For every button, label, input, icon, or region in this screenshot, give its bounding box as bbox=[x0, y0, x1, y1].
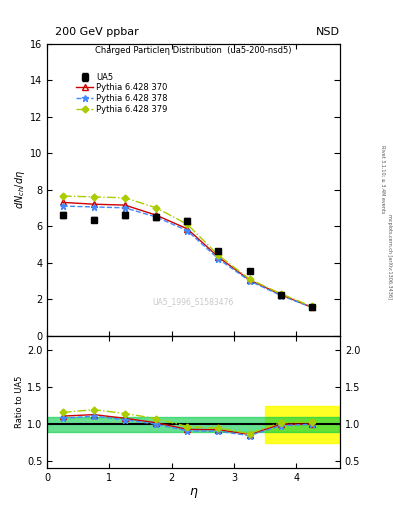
Line: Pythia 6.428 378: Pythia 6.428 378 bbox=[59, 203, 316, 311]
Pythia 6.428 378 bbox=[185, 228, 190, 234]
Bar bbox=[265, 406, 340, 443]
Line: Pythia 6.428 379: Pythia 6.428 379 bbox=[60, 194, 314, 309]
Pythia 6.428 378 bbox=[123, 205, 127, 211]
X-axis label: $\eta$: $\eta$ bbox=[189, 486, 198, 500]
Text: Rivet 3.1.10; ≥ 3.4M events: Rivet 3.1.10; ≥ 3.4M events bbox=[381, 145, 386, 214]
Pythia 6.428 370 bbox=[185, 226, 190, 232]
Pythia 6.428 370 bbox=[278, 291, 283, 297]
Pythia 6.428 379 bbox=[216, 252, 221, 259]
Pythia 6.428 370 bbox=[154, 212, 158, 218]
Pythia 6.428 370 bbox=[216, 254, 221, 260]
Legend: UA5, Pythia 6.428 370, Pythia 6.428 378, Pythia 6.428 379: UA5, Pythia 6.428 370, Pythia 6.428 378,… bbox=[75, 71, 170, 115]
Y-axis label: Ratio to UA5: Ratio to UA5 bbox=[15, 376, 24, 428]
Pythia 6.428 379 bbox=[154, 205, 158, 211]
Pythia 6.428 379 bbox=[123, 195, 127, 201]
Text: 200 GeV ppbar: 200 GeV ppbar bbox=[55, 27, 139, 37]
Pythia 6.428 379 bbox=[247, 276, 252, 282]
Pythia 6.428 370 bbox=[61, 199, 65, 205]
Pythia 6.428 379 bbox=[92, 194, 96, 200]
Y-axis label: $dN_{ch}/d\eta$: $dN_{ch}/d\eta$ bbox=[13, 170, 27, 209]
Text: NSD: NSD bbox=[316, 27, 340, 37]
Text: UA5_1996_S1583476: UA5_1996_S1583476 bbox=[153, 297, 234, 307]
Pythia 6.428 378 bbox=[61, 203, 65, 209]
Pythia 6.428 378 bbox=[216, 256, 221, 262]
Pythia 6.428 370 bbox=[310, 304, 314, 310]
Bar bbox=[47, 417, 340, 432]
Pythia 6.428 379 bbox=[61, 193, 65, 199]
Pythia 6.428 379 bbox=[278, 291, 283, 297]
Text: Charged Particleη Distribution  (ua5-200-nsd5): Charged Particleη Distribution (ua5-200-… bbox=[95, 47, 292, 55]
Pythia 6.428 378 bbox=[154, 214, 158, 220]
Line: Pythia 6.428 370: Pythia 6.428 370 bbox=[60, 200, 315, 310]
Pythia 6.428 378 bbox=[92, 204, 96, 210]
Pythia 6.428 378 bbox=[310, 304, 314, 310]
Text: mcplots.cern.ch [arXiv:1306.3436]: mcplots.cern.ch [arXiv:1306.3436] bbox=[387, 214, 391, 298]
Pythia 6.428 379 bbox=[310, 304, 314, 310]
Pythia 6.428 379 bbox=[185, 221, 190, 227]
Pythia 6.428 370 bbox=[123, 202, 127, 208]
Pythia 6.428 378 bbox=[247, 278, 252, 284]
Pythia 6.428 370 bbox=[92, 201, 96, 207]
Pythia 6.428 378 bbox=[278, 292, 283, 298]
Pythia 6.428 370 bbox=[247, 277, 252, 283]
